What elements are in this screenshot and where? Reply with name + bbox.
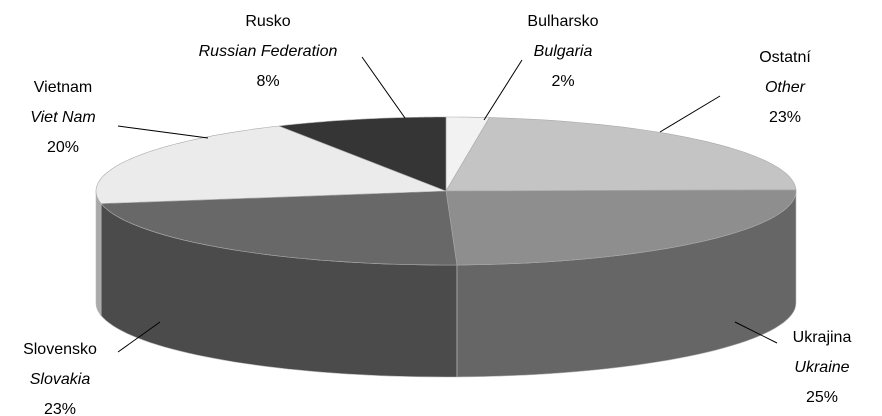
- slice-label: Bulharsko: [527, 13, 598, 30]
- slice: [95, 125, 447, 204]
- leader-line: [483, 59, 523, 121]
- slice-label-en: Ukraine: [794, 359, 849, 376]
- leader-line: [361, 56, 406, 119]
- slice-side: [95, 191, 102, 317]
- slice-label-en: Other: [765, 79, 806, 96]
- slice-label-en: Russian Federation: [199, 43, 338, 60]
- slice-label-en: Slovakia: [30, 371, 91, 388]
- slice-label: Vietnam: [34, 79, 92, 96]
- leader-line: [117, 321, 161, 353]
- slice-label-en: Viet Nam: [30, 109, 96, 126]
- value-label: 2%: [551, 73, 574, 90]
- slice-label: Ostatní: [759, 49, 811, 66]
- value-label: 25%: [806, 389, 838, 406]
- value-label: 8%: [256, 73, 279, 90]
- leader-line: [117, 125, 209, 139]
- slice: [100, 190, 458, 266]
- slice: [278, 116, 447, 192]
- slice: [445, 117, 797, 192]
- slice-label-en: Bulgaria: [534, 43, 593, 60]
- value-label: 20%: [47, 139, 79, 156]
- leader-line: [734, 321, 778, 344]
- slice-label: Slovensko: [23, 341, 97, 358]
- value-label: 23%: [769, 109, 801, 126]
- value-label: 23%: [44, 401, 76, 416]
- slice-label: Rusko: [245, 13, 290, 30]
- leader-line: [659, 95, 721, 133]
- slice: [445, 189, 797, 266]
- slice-label: Ukrajina: [793, 329, 852, 346]
